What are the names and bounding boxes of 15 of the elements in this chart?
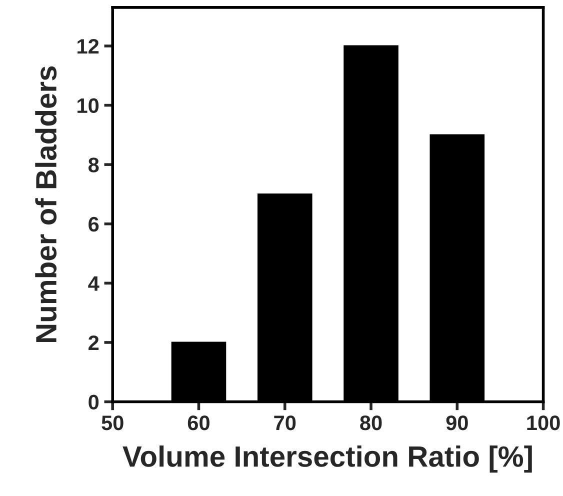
y-tick-label: 0 — [88, 394, 99, 410]
y-tick-label: 6 — [88, 216, 99, 232]
y-tick-label: 2 — [88, 335, 99, 350]
x-axis-title: Volume Intersection Ratio [%] — [122, 445, 532, 473]
x-tick-label: 80 — [360, 416, 382, 430]
y-tick-label: 12 — [78, 38, 99, 54]
y-axis-title: Number of Bladders — [35, 66, 57, 342]
x-tick-label: 90 — [446, 416, 468, 430]
y-tick-label: 8 — [88, 158, 99, 172]
x-tick-label: 50 — [102, 416, 124, 430]
x-tick-label: 60 — [188, 416, 210, 430]
x-tick-label: 100 — [527, 416, 560, 430]
y-tick-label: 10 — [78, 98, 99, 114]
y-tick-label: 4 — [88, 276, 100, 291]
x-tick-label: 70 — [274, 416, 296, 430]
